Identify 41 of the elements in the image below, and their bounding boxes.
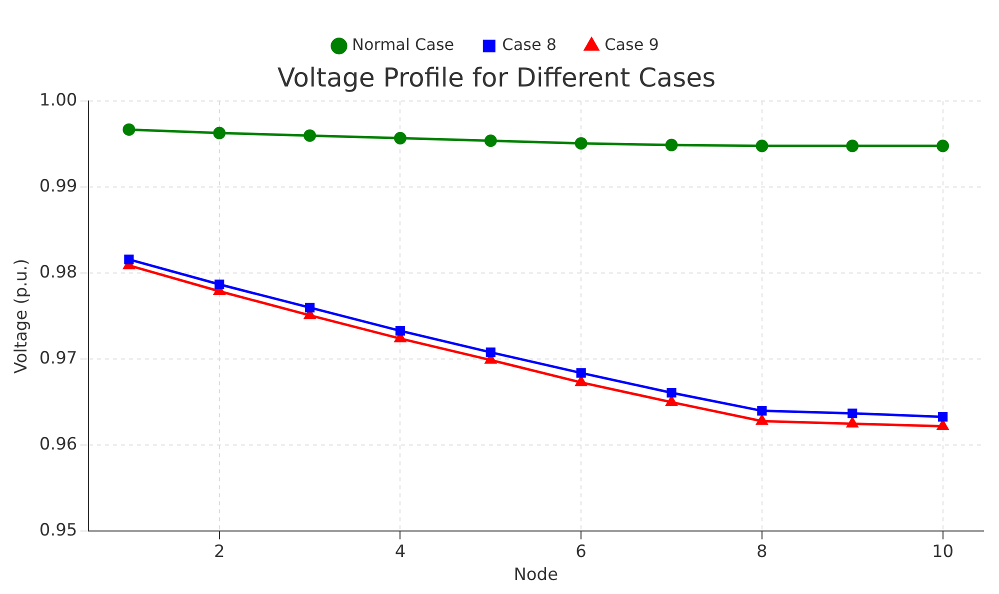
- y-tick-label: 0.97: [39, 348, 78, 369]
- x-tick-label: 2: [214, 542, 225, 562]
- point: [574, 137, 588, 150]
- legend-label: Case 9: [604, 35, 659, 54]
- point: [576, 368, 586, 378]
- x-tick-label: 10: [932, 542, 954, 562]
- legend-label: Normal Case: [352, 35, 454, 54]
- point: [666, 388, 676, 398]
- y-tick-label: 0.96: [39, 434, 78, 455]
- point: [756, 414, 768, 425]
- point: [394, 132, 406, 144]
- x-axis-title: Node: [514, 565, 558, 586]
- point: [665, 138, 678, 152]
- point: [756, 140, 768, 152]
- point: [214, 280, 224, 290]
- y-tick-label: 1.00: [39, 90, 78, 111]
- y-axis-title: Voltage (p.u.): [12, 258, 32, 374]
- legend-label: Case 8: [502, 35, 557, 54]
- point: [846, 140, 859, 152]
- point: [757, 406, 767, 416]
- point: [576, 376, 587, 386]
- point: [124, 254, 134, 264]
- y-tick-label: 0.99: [39, 176, 78, 197]
- point: [484, 134, 497, 148]
- x-tick-label: 6: [576, 542, 587, 562]
- chart-title: Voltage Profile for Different Cases: [277, 63, 716, 94]
- point: [486, 348, 496, 358]
- point: [122, 123, 136, 136]
- point: [936, 140, 950, 152]
- point: [304, 129, 316, 142]
- y-tick-label: 0.95: [39, 520, 78, 541]
- point: [938, 412, 948, 422]
- point: [846, 417, 858, 428]
- point: [213, 126, 226, 140]
- point: [937, 420, 948, 430]
- y-tick-label: 0.98: [39, 262, 78, 283]
- point: [848, 408, 858, 418]
- point: [395, 326, 406, 336]
- x-tick-label: 8: [756, 542, 768, 562]
- point: [305, 302, 315, 312]
- x-tick-label: 4: [394, 542, 406, 562]
